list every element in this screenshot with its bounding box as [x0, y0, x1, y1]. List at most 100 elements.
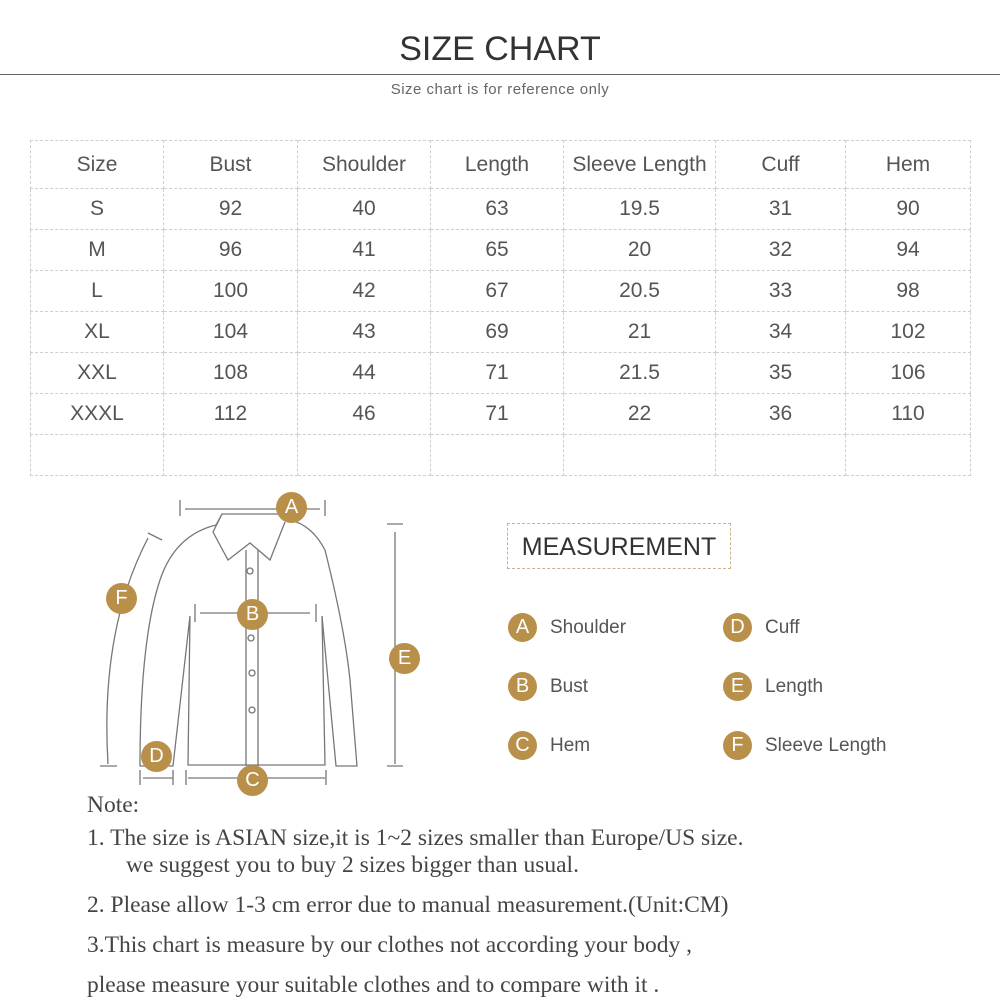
table-cell: 67	[430, 270, 564, 312]
table-row: M 96 41 65 20 32 94	[30, 229, 971, 271]
table-row: L 100 42 67 20.5 33 98	[30, 270, 971, 312]
legend-item: C Hem	[508, 731, 590, 760]
table-cell: 35	[715, 352, 846, 394]
table-cell	[297, 434, 431, 476]
table-cell: 102	[845, 311, 971, 353]
legend-item: E Length	[723, 672, 823, 701]
note-2: 2. Please allow 1-3 cm error due to manu…	[87, 892, 729, 918]
diagram-badge-a: A	[276, 492, 307, 523]
table-cell: 43	[297, 311, 431, 353]
table-cell: 31	[715, 188, 846, 230]
column-header: Length	[430, 140, 564, 189]
table-row: XXXL 112 46 71 22 36 110	[30, 393, 971, 435]
legend-label: Length	[765, 675, 824, 697]
diagram-badge-e: E	[389, 643, 420, 674]
table-cell: 94	[845, 229, 971, 271]
legend-label: Hem	[550, 734, 591, 756]
shirt-diagram	[100, 500, 403, 785]
legend-badge: D	[723, 613, 752, 642]
legend-badge: C	[508, 731, 537, 760]
table-cell: 104	[163, 311, 298, 353]
table-cell: 44	[297, 352, 431, 394]
table-cell	[715, 434, 846, 476]
table-cell: 33	[715, 270, 846, 312]
measurement-title: MEASUREMENT	[507, 523, 731, 569]
legend-item: F Sleeve Length	[723, 731, 887, 760]
table-cell	[163, 434, 298, 476]
table-cell: 71	[430, 352, 564, 394]
table-cell: 110	[845, 393, 971, 435]
table-cell: 69	[430, 311, 564, 353]
table-cell: XXXL	[30, 393, 164, 435]
table-cell: 42	[297, 270, 431, 312]
note-heading: Note:	[87, 792, 140, 818]
table-cell: XL	[30, 311, 164, 353]
table-cell: 22	[563, 393, 716, 435]
table-cell: 21.5	[563, 352, 716, 394]
column-header: Shoulder	[297, 140, 431, 189]
table-cell: 36	[715, 393, 846, 435]
table-cell: M	[30, 229, 164, 271]
table-cell: 21	[563, 311, 716, 353]
table-cell: 20.5	[563, 270, 716, 312]
subtitle: Size chart is for reference only	[390, 81, 610, 98]
legend-badge: F	[723, 731, 752, 760]
column-header: Sleeve Length	[563, 140, 716, 189]
table-cell: 20	[563, 229, 716, 271]
legend-label: Bust	[550, 675, 589, 697]
column-header: Cuff	[715, 140, 846, 189]
legend-badge: E	[723, 672, 752, 701]
note-3-cont: please measure your suitable clothes and…	[87, 972, 660, 998]
column-header: Hem	[845, 140, 971, 189]
legend-label: Sleeve Length	[765, 734, 887, 756]
table-cell: 112	[163, 393, 298, 435]
table-cell: 96	[163, 229, 298, 271]
table-row: XXL 108 44 71 21.5 35 106	[30, 352, 971, 394]
table-cell: 90	[845, 188, 971, 230]
diagram-badge-f: F	[106, 583, 137, 614]
column-header: Bust	[163, 140, 298, 189]
column-header: Size	[30, 140, 164, 189]
table-cell: XXL	[30, 352, 164, 394]
legend-badge: B	[508, 672, 537, 701]
table-cell: 40	[297, 188, 431, 230]
table-cell: 41	[297, 229, 431, 271]
table-cell: 46	[297, 393, 431, 435]
table-cell: 100	[163, 270, 298, 312]
table-cell	[30, 434, 164, 476]
table-row: XL 104 43 69 21 34 102	[30, 311, 971, 353]
table-cell: 106	[845, 352, 971, 394]
size-table: Size Bust Shoulder Length Sleeve Length Cuff H…	[30, 140, 971, 476]
table-cell: 65	[430, 229, 564, 271]
table-cell	[430, 434, 564, 476]
legend-label: Cuff	[765, 616, 800, 638]
note-3: 3.This chart is measure by our clothes n…	[87, 932, 692, 958]
diagram-badge-d: D	[141, 741, 172, 772]
table-cell: L	[30, 270, 164, 312]
note-1-cont: we suggest you to buy 2 sizes bigger tha…	[126, 852, 579, 878]
legend-item: D Cuff	[723, 613, 800, 642]
table-cell	[563, 434, 716, 476]
note-1: 1. The size is ASIAN size,it is 1~2 size…	[87, 825, 744, 851]
table-cell: 34	[715, 311, 846, 353]
legend-item: B Bust	[508, 672, 588, 701]
table-cell: 32	[715, 229, 846, 271]
table-cell: 19.5	[563, 188, 716, 230]
table-cell: 63	[430, 188, 564, 230]
table-header-row: Size Bust Shoulder Length Sleeve Length Cuff H…	[30, 140, 971, 189]
table-cell: 108	[163, 352, 298, 394]
table-row	[30, 434, 971, 476]
table-cell	[845, 434, 971, 476]
legend-label: Shoulder	[550, 616, 627, 638]
legend-item: A Shoulder	[508, 613, 626, 642]
table-cell: 98	[845, 270, 971, 312]
divider	[0, 74, 1000, 75]
diagram-badge-b: B	[237, 599, 268, 630]
page-title: SIZE CHART	[399, 30, 601, 68]
legend-badge: A	[508, 613, 537, 642]
table-row: S 92 40 63 19.5 31 90	[30, 188, 971, 230]
table-cell: 71	[430, 393, 564, 435]
table-cell: 92	[163, 188, 298, 230]
diagram-badge-c: C	[237, 765, 268, 796]
table-cell: S	[30, 188, 164, 230]
